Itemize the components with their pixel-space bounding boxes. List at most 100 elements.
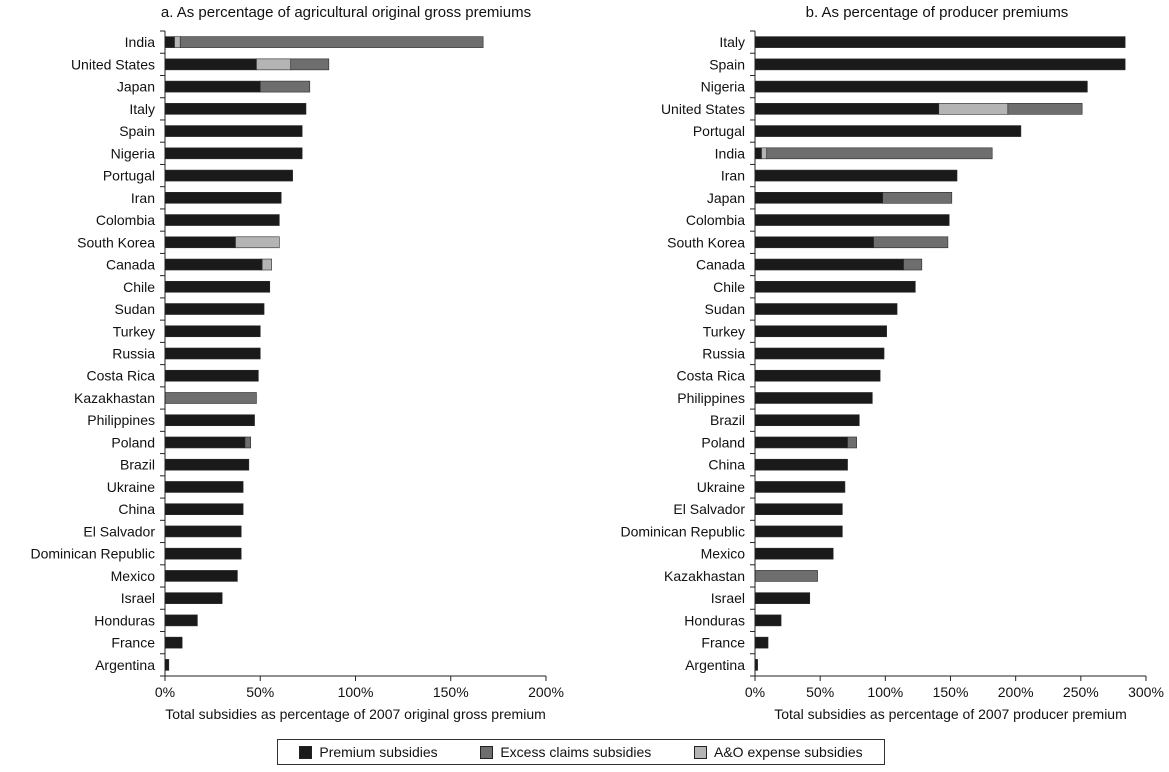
chart-panel-a: a. As percentage of agricultural origina… — [30, 4, 563, 722]
bar-b-india-excess-claims — [766, 147, 993, 160]
category-label-a-chile: Chile — [123, 279, 155, 295]
bar-b-colombia-premium — [754, 214, 950, 226]
bar-a-ukraine-premium — [164, 481, 244, 493]
bar-a-canada-ao-expense — [261, 258, 272, 271]
legend-swatch-ao-expense — [694, 745, 707, 759]
category-label-b-poland: Poland — [701, 434, 745, 450]
bar-b-united-states-premium — [754, 103, 940, 115]
bar-a-brazil-premium — [164, 458, 250, 471]
bar-b-united-states-ao-expense — [938, 103, 1009, 115]
category-label-a-argentina: Argentina — [95, 657, 155, 673]
x-tick-label-a-200: 200% — [528, 684, 564, 700]
bar-b-sudan-premium — [754, 303, 898, 315]
category-label-b-mexico: Mexico — [701, 546, 746, 562]
bar-a-united-states-excess-claims — [290, 58, 330, 71]
bar-a-south-korea-premium — [164, 236, 236, 249]
bar-a-kazakhastan-excess-claims — [164, 392, 257, 404]
legend-item-excess-claims: Excess claims subsidies — [480, 744, 651, 760]
category-label-a-poland: Poland — [111, 434, 155, 450]
category-label-b-sudan: Sudan — [705, 301, 745, 317]
category-label-b-portugal: Portugal — [693, 123, 745, 139]
category-label-a-brazil: Brazil — [120, 457, 155, 473]
bar-b-china-premium — [754, 458, 848, 471]
bar-a-chile-premium — [164, 280, 271, 293]
bar-b-brazil-premium — [754, 414, 860, 427]
bar-b-canada-excess-claims — [903, 258, 923, 271]
category-label-b-iran: Iran — [721, 168, 745, 184]
category-label-b-el-salvador: El Salvador — [673, 501, 745, 517]
legend-swatch-excess-claims — [480, 745, 494, 759]
bar-a-india-ao-expense — [174, 36, 181, 48]
category-label-b-philippines: Philippines — [677, 390, 745, 406]
bar-b-el-salvador-premium — [754, 503, 843, 515]
category-label-b-ukraine: Ukraine — [697, 479, 745, 495]
x-tick-label-b-300: 300% — [1128, 684, 1164, 700]
bar-a-portugal-premium — [164, 169, 293, 182]
bar-b-costa-rica-premium — [754, 369, 881, 382]
legend-label-premium: Premium subsidies — [319, 744, 438, 760]
legend-label-ao-expense: A&O expense subsidies — [714, 744, 863, 760]
bar-b-japan-premium — [754, 192, 884, 204]
category-label-b-canada: Canada — [696, 257, 745, 273]
category-label-a-portugal: Portugal — [103, 168, 155, 184]
category-label-a-colombia: Colombia — [96, 212, 155, 228]
category-label-b-russia: Russia — [702, 346, 745, 362]
bar-a-sudan-premium — [164, 303, 265, 315]
bar-b-poland-premium — [754, 436, 848, 449]
bar-a-el-salvador-premium — [164, 525, 242, 538]
bar-a-spain-premium — [164, 125, 303, 137]
legend-item-premium: Premium subsidies — [299, 744, 438, 760]
bar-a-india-excess-claims — [179, 36, 484, 48]
bar-b-south-korea-excess-claims — [873, 236, 949, 249]
category-label-b-italy: Italy — [719, 34, 745, 50]
x-axis-label-a: Total subsidies as percentage of 2007 or… — [165, 706, 546, 722]
bar-b-dominican-republic-premium — [754, 525, 843, 538]
bar-a-united-states-ao-expense — [256, 58, 292, 71]
x-tick-label-a-100: 100% — [338, 684, 374, 700]
bar-b-ukraine-premium — [754, 481, 846, 493]
bar-b-italy-premium — [754, 36, 1126, 48]
x-tick-label-a-150: 150% — [433, 684, 469, 700]
bar-a-poland-excess-claims — [244, 436, 252, 449]
x-tick-label-b-50: 50% — [806, 684, 834, 700]
category-label-b-china: China — [708, 457, 745, 473]
category-label-a-russia: Russia — [112, 346, 155, 362]
chart-legend: Premium subsidies Excess claims subsidie… — [277, 739, 885, 765]
chart-title-a: a. As percentage of agricultural origina… — [161, 4, 531, 21]
bar-a-italy-premium — [164, 103, 307, 115]
x-tick-label-b-200: 200% — [998, 684, 1034, 700]
category-label-b-japan: Japan — [707, 190, 745, 206]
bar-a-canada-premium — [164, 258, 263, 271]
category-label-a-south-korea: South Korea — [77, 234, 155, 250]
bar-b-iran-premium — [754, 169, 958, 182]
x-axis-label-b: Total subsidies as percentage of 2007 pr… — [774, 706, 1127, 722]
bar-b-spain-premium — [754, 58, 1126, 71]
category-label-a-turkey: Turkey — [113, 323, 155, 339]
category-label-b-brazil: Brazil — [710, 412, 745, 428]
bar-b-india-ao-expense — [761, 147, 768, 160]
category-label-b-honduras: Honduras — [684, 612, 745, 628]
bar-b-poland-excess-claims — [847, 436, 857, 449]
category-label-a-france: France — [111, 635, 155, 651]
category-label-b-argentina: Argentina — [685, 657, 745, 673]
bar-a-japan-premium — [164, 80, 261, 93]
category-label-b-france: France — [701, 635, 745, 651]
bar-b-south-korea-premium — [754, 236, 874, 249]
bar-a-nigeria-premium — [164, 147, 303, 160]
bar-a-united-states-premium — [164, 58, 257, 71]
bar-b-philippines-premium — [754, 392, 873, 404]
bar-a-france-premium — [164, 636, 183, 649]
category-label-a-mexico: Mexico — [111, 568, 156, 584]
category-label-a-china: China — [118, 501, 155, 517]
category-label-a-nigeria: Nigeria — [111, 145, 156, 161]
x-tick-label-b-0: 0% — [745, 684, 765, 700]
bar-a-poland-premium — [164, 436, 246, 449]
category-label-a-spain: Spain — [119, 123, 155, 139]
category-label-a-israel: Israel — [121, 590, 155, 606]
bar-a-india-premium — [164, 36, 175, 48]
bar-b-japan-excess-claims — [882, 192, 953, 204]
bar-a-costa-rica-premium — [164, 369, 259, 382]
x-tick-label-a-50: 50% — [246, 684, 274, 700]
x-tick-label-b-250: 250% — [1063, 684, 1099, 700]
